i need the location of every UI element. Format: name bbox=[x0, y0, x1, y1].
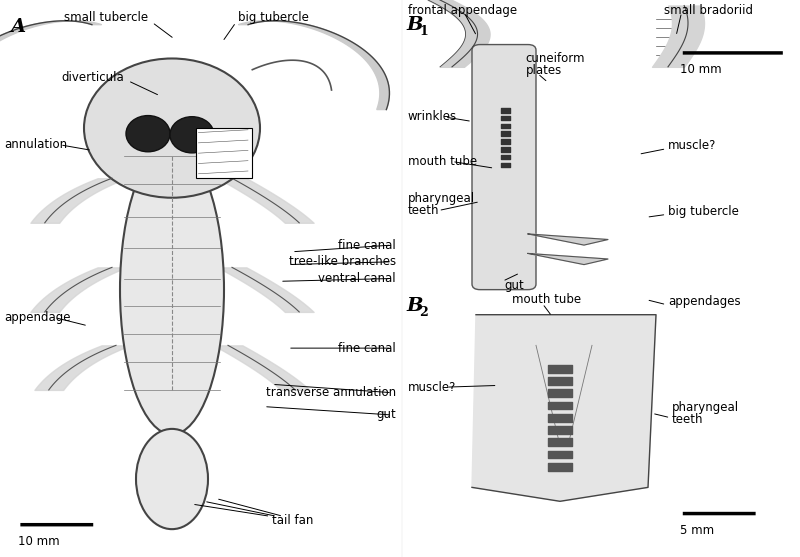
Text: 10 mm: 10 mm bbox=[18, 535, 59, 548]
Text: small bradoriid: small bradoriid bbox=[664, 3, 753, 17]
Text: transverse annulation: transverse annulation bbox=[266, 386, 396, 399]
Polygon shape bbox=[238, 21, 390, 110]
Text: 2: 2 bbox=[419, 306, 428, 319]
Text: pharyngeal: pharyngeal bbox=[408, 192, 475, 205]
Text: 5 mm: 5 mm bbox=[680, 524, 714, 536]
Text: appendage: appendage bbox=[4, 311, 70, 324]
Text: B: B bbox=[406, 297, 423, 315]
Text: tail fan: tail fan bbox=[272, 514, 314, 527]
Text: diverticula: diverticula bbox=[62, 71, 124, 85]
Text: A: A bbox=[10, 18, 26, 36]
Text: tree-like branches: tree-like branches bbox=[289, 255, 396, 268]
Text: teeth: teeth bbox=[672, 413, 703, 427]
Ellipse shape bbox=[126, 115, 170, 152]
Ellipse shape bbox=[136, 429, 208, 529]
Text: cuneiform: cuneiform bbox=[526, 52, 585, 65]
Text: fine canal: fine canal bbox=[338, 341, 396, 355]
Text: appendages: appendages bbox=[668, 295, 741, 309]
Text: big tubercle: big tubercle bbox=[668, 205, 739, 218]
Text: plates: plates bbox=[526, 64, 562, 77]
Text: teeth: teeth bbox=[408, 204, 439, 217]
Ellipse shape bbox=[84, 58, 260, 198]
Text: mouth tube: mouth tube bbox=[512, 293, 581, 306]
Polygon shape bbox=[472, 315, 656, 501]
Text: muscle?: muscle? bbox=[408, 380, 456, 394]
Text: gut: gut bbox=[376, 408, 396, 422]
Text: big tubercle: big tubercle bbox=[238, 11, 310, 25]
Text: wrinkles: wrinkles bbox=[408, 110, 457, 124]
FancyBboxPatch shape bbox=[472, 45, 536, 290]
Ellipse shape bbox=[170, 116, 214, 153]
Bar bbox=[196, 128, 252, 178]
Text: mouth tube: mouth tube bbox=[408, 155, 477, 168]
Ellipse shape bbox=[120, 145, 224, 434]
Text: annulation: annulation bbox=[4, 138, 67, 152]
Text: 1: 1 bbox=[419, 25, 428, 37]
Text: muscle?: muscle? bbox=[668, 139, 716, 153]
Polygon shape bbox=[528, 253, 608, 265]
Text: pharyngeal: pharyngeal bbox=[672, 401, 739, 414]
Text: gut: gut bbox=[504, 278, 524, 292]
Text: 10 mm: 10 mm bbox=[680, 63, 722, 76]
Text: small tubercle: small tubercle bbox=[64, 11, 148, 25]
Text: frontal appendage: frontal appendage bbox=[408, 3, 517, 17]
Text: ventral canal: ventral canal bbox=[318, 272, 396, 285]
Text: fine canal: fine canal bbox=[338, 238, 396, 252]
Polygon shape bbox=[528, 234, 608, 245]
Text: B: B bbox=[406, 16, 423, 33]
Polygon shape bbox=[0, 21, 102, 110]
